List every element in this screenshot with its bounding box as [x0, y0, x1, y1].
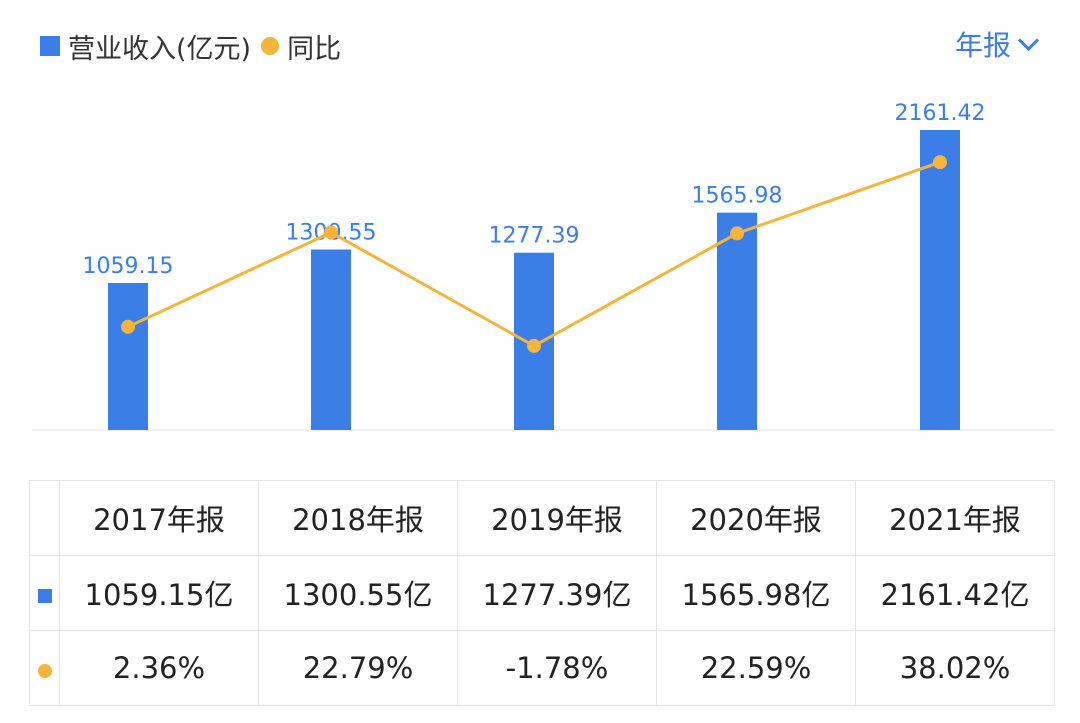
- legend-yoy-label: 同比: [287, 33, 342, 65]
- legend-revenue-label: 营业收入(亿元): [68, 33, 252, 65]
- bar-marker-icon: [37, 589, 52, 603]
- table-header-cell: 2021年报: [855, 480, 1055, 556]
- line-legend-swatch: [261, 37, 280, 55]
- table-header-cell: 2020年报: [656, 480, 856, 556]
- yoy-point: [121, 319, 135, 334]
- table-cell: 2.36%: [59, 630, 259, 706]
- table-header-cell: 2019年报: [457, 480, 657, 556]
- table-cell: 1059.15亿: [59, 555, 259, 631]
- bar: [717, 212, 757, 430]
- bar: [108, 282, 148, 430]
- bar-value-label: 1565.98: [692, 184, 783, 209]
- bar: [920, 130, 960, 430]
- yoy-point: [730, 226, 744, 241]
- dot-marker-icon: [37, 664, 52, 678]
- table-row-yoy: 2.36% 22.79% -1.78% 22.59% 38.02%: [29, 630, 1055, 706]
- bar-legend-swatch: [40, 36, 60, 56]
- table-row-revenue: 1059.15亿 1300.55亿 1277.39亿 1565.98亿 2161…: [29, 555, 1055, 631]
- yoy-point: [527, 338, 541, 353]
- yoy-point: [324, 225, 338, 240]
- bar-value-label: 2161.42: [895, 101, 986, 126]
- table-corner-cell: [29, 480, 60, 556]
- bar: [311, 249, 351, 430]
- bar-value-label: 1059.15: [83, 254, 174, 279]
- legend: 营业收入(亿元) 同比: [40, 22, 341, 70]
- table-cell: 22.59%: [656, 630, 856, 706]
- period-dropdown-label: 年报: [954, 29, 1011, 62]
- yoy-row-marker: [29, 630, 60, 706]
- yoy-point: [933, 155, 947, 170]
- legend-yoy: 同比: [261, 27, 341, 66]
- table-header-cell: 2018年报: [258, 480, 458, 556]
- table-cell: 1277.39亿: [457, 555, 657, 631]
- table-header-row: 2017年报 2018年报 2019年报 2020年报 2021年报: [29, 480, 1055, 556]
- bar-value-label: 1277.39: [489, 224, 580, 249]
- table-header-cell: 2017年报: [59, 480, 259, 556]
- period-dropdown[interactable]: 年报: [954, 24, 1040, 64]
- legend-revenue: 营业收入(亿元): [40, 27, 251, 66]
- table-cell: 1300.55亿: [258, 555, 458, 631]
- table-cell: 2161.42亿: [855, 555, 1055, 631]
- table-cell: -1.78%: [457, 630, 657, 706]
- data-table: 2017年报 2018年报 2019年报 2020年报 2021年报 1059.…: [29, 480, 1055, 706]
- table-cell: 22.79%: [258, 630, 458, 706]
- revenue-row-marker: [29, 555, 60, 631]
- table-cell: 1565.98亿: [656, 555, 856, 631]
- table-cell: 38.02%: [855, 630, 1055, 706]
